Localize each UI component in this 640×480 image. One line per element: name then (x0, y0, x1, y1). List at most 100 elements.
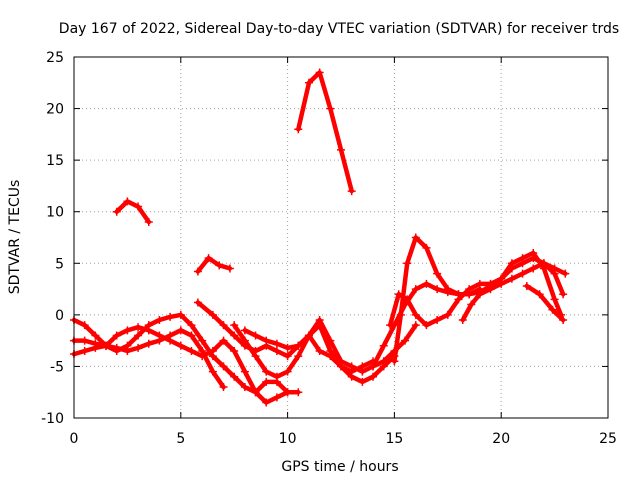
data-point (123, 326, 132, 335)
data-point (144, 339, 153, 348)
chart-title: Day 167 of 2022, Sidereal Day-to-day VTE… (59, 21, 619, 37)
data-point (187, 321, 196, 330)
data-point (529, 248, 538, 257)
data-point (347, 372, 356, 381)
data-point (358, 377, 367, 386)
data-point (283, 367, 292, 376)
data-point (518, 254, 527, 263)
data-point (411, 310, 420, 319)
data-point (283, 352, 292, 361)
series-line (114, 199, 152, 225)
data-point (294, 352, 303, 361)
data-point (475, 290, 484, 299)
data-point (230, 331, 239, 340)
data-point (535, 290, 544, 299)
data-point (315, 68, 324, 77)
data-point (176, 310, 185, 319)
series-arc-12 (112, 197, 153, 227)
data-point (198, 346, 207, 355)
data-point (561, 269, 570, 278)
data-point (262, 377, 271, 386)
data-point (522, 281, 531, 290)
data-point (193, 298, 202, 307)
data-point (134, 343, 143, 352)
data-point (215, 261, 224, 270)
series-line (195, 255, 233, 274)
data-point (422, 321, 431, 330)
data-point (240, 326, 249, 335)
data-point (433, 285, 442, 294)
data-point (337, 145, 345, 154)
data-point (548, 305, 557, 314)
series-line (387, 250, 564, 328)
data-point (379, 357, 388, 366)
plot-frame (73, 56, 609, 419)
data-point (272, 393, 281, 402)
series-arc-14 (294, 68, 356, 196)
data-point (283, 388, 292, 397)
data-point (304, 78, 313, 87)
data-point (369, 372, 378, 381)
data-point (219, 362, 228, 371)
y-axis-label: SDTVAR / TECUs (7, 180, 23, 295)
data-point (230, 346, 239, 355)
data-point (240, 383, 249, 392)
data-point (144, 218, 153, 227)
data-point (486, 285, 495, 294)
x-tick-label: 5 (176, 431, 185, 447)
data-point (262, 398, 271, 407)
data-point (467, 300, 476, 309)
data-point (394, 290, 403, 299)
data-point (396, 310, 405, 319)
x-tick-label: 0 (70, 431, 79, 447)
data-point (187, 331, 196, 340)
data-point (497, 279, 506, 288)
data-point (518, 269, 527, 278)
data-point (166, 331, 175, 340)
data-point (176, 326, 185, 335)
x-tick-label: 15 (385, 431, 403, 447)
data-point (240, 367, 249, 376)
data-point (433, 269, 442, 278)
data-point (219, 336, 228, 345)
data-point (102, 341, 111, 350)
data-point (272, 339, 281, 348)
data-point (315, 346, 324, 355)
data-point (559, 290, 568, 299)
data-point (112, 207, 121, 216)
data-point (294, 125, 303, 134)
data-point (411, 321, 420, 330)
data-point (465, 285, 474, 294)
data-point (358, 367, 367, 376)
x-axis-label: GPS time / hours (281, 459, 398, 475)
data-point (458, 316, 467, 325)
data-point (347, 187, 356, 196)
data-point (401, 336, 410, 345)
data-point (347, 362, 356, 371)
data-point (80, 321, 89, 330)
data-point (272, 346, 281, 355)
data-point (155, 316, 164, 325)
data-point (326, 104, 335, 113)
y-tick-label: 15 (46, 153, 64, 169)
data-point (91, 331, 100, 340)
data-point (272, 372, 281, 381)
data-point (326, 336, 335, 345)
tick-layer: 0 5 10 15 20 25 -10 -5 0 5 10 15 20 25 (41, 50, 617, 447)
data-point (80, 336, 89, 345)
data-point (411, 233, 420, 242)
data-point (134, 331, 143, 340)
x-tick-label: 25 (599, 431, 617, 447)
data-point (550, 269, 559, 278)
data-point (283, 343, 292, 352)
data-point (379, 341, 388, 350)
data-point (251, 388, 260, 397)
data-point (112, 343, 121, 352)
data-point (251, 352, 260, 361)
data-point (337, 357, 345, 366)
data-point (123, 197, 132, 206)
series-arc-3 (70, 326, 228, 392)
data-point (369, 362, 378, 371)
x-tick-label: 20 (492, 431, 510, 447)
